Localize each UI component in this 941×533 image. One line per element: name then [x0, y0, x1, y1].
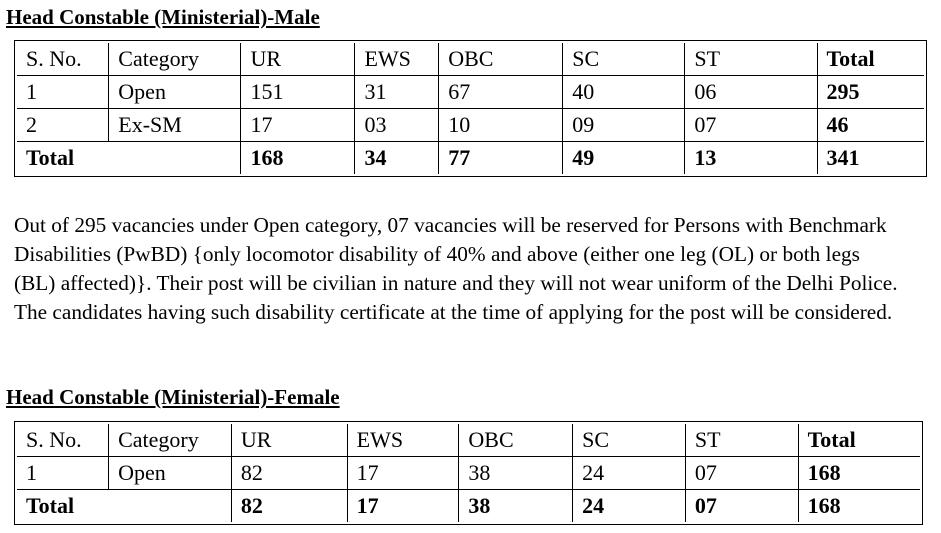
header-cell: S. No. — [17, 43, 110, 76]
table-cell: 2 — [17, 108, 110, 142]
header-cell: Total — [816, 43, 924, 76]
table-cell: 06 — [684, 75, 818, 109]
table-cell: 07 — [684, 456, 799, 490]
table-header-row: S. No. Category UR EWS OBC SC ST Total — [17, 424, 920, 457]
total-cell: 168 — [797, 489, 920, 522]
header-cell: UR — [230, 424, 348, 457]
table-cell: Ex-SM — [108, 108, 242, 142]
total-cell: 34 — [354, 141, 440, 174]
table-cell: 17 — [240, 108, 356, 142]
table-cell: 1 — [17, 75, 110, 109]
table-cell: 168 — [797, 456, 920, 490]
total-cell: 49 — [562, 141, 686, 174]
table-cell: 67 — [438, 75, 564, 109]
table-cell: 40 — [562, 75, 686, 109]
table-row: 2 Ex-SM 17 03 10 09 07 46 — [17, 108, 924, 142]
total-cell: 24 — [572, 489, 686, 522]
table-row: 1 Open 151 31 67 40 06 295 — [17, 75, 924, 109]
table-cell: Open — [108, 456, 232, 490]
header-cell: SC — [562, 43, 686, 76]
table-total-row: Total 82 17 38 24 07 168 — [17, 489, 920, 522]
table-cell: 38 — [458, 456, 574, 490]
total-label: Total — [17, 141, 242, 174]
table-cell: 17 — [346, 456, 460, 490]
table-cell: 09 — [562, 108, 686, 142]
table-cell: 295 — [816, 75, 924, 109]
table-header-row: S. No. Category UR EWS OBC SC ST Total — [17, 43, 924, 76]
table-cell: 1 — [17, 456, 110, 490]
table-cell: 03 — [354, 108, 440, 142]
header-cell: S. No. — [17, 424, 110, 457]
total-cell: 77 — [438, 141, 564, 174]
pwbd-note-paragraph: Out of 295 vacancies under Open category… — [14, 213, 898, 324]
female-vacancy-table: S. No. Category UR EWS OBC SC ST Total 1… — [14, 421, 923, 525]
total-cell: 17 — [346, 489, 460, 522]
header-cell: ST — [684, 43, 818, 76]
table-cell: 10 — [438, 108, 564, 142]
header-cell: Category — [108, 424, 232, 457]
header-cell: EWS — [354, 43, 440, 76]
total-cell: 13 — [684, 141, 818, 174]
table-row: 1 Open 82 17 38 24 07 168 — [17, 456, 920, 490]
header-cell: Total — [797, 424, 920, 457]
header-cell: EWS — [346, 424, 460, 457]
table-total-row: Total 168 34 77 49 13 341 — [17, 141, 924, 174]
table-cell: Open — [108, 75, 242, 109]
header-cell: OBC — [458, 424, 574, 457]
header-cell: Category — [108, 43, 242, 76]
female-section-heading: Head Constable (Ministerial)-Female — [6, 385, 340, 409]
total-label: Total — [17, 489, 232, 522]
table-cell: 46 — [816, 108, 924, 142]
header-cell: OBC — [438, 43, 564, 76]
total-cell: 07 — [684, 489, 799, 522]
table-cell: 31 — [354, 75, 440, 109]
total-cell: 82 — [230, 489, 348, 522]
male-section-heading: Head Constable (Ministerial)-Male — [6, 5, 320, 29]
header-cell: ST — [684, 424, 799, 457]
header-cell: SC — [572, 424, 686, 457]
total-cell: 341 — [816, 141, 924, 174]
table-cell: 151 — [240, 75, 356, 109]
table-cell: 07 — [684, 108, 818, 142]
total-cell: 38 — [458, 489, 574, 522]
table-cell: 82 — [230, 456, 348, 490]
male-vacancy-table: S. No. Category UR EWS OBC SC ST Total 1… — [14, 40, 927, 177]
total-cell: 168 — [240, 141, 356, 174]
header-cell: UR — [240, 43, 356, 76]
table-cell: 24 — [572, 456, 686, 490]
